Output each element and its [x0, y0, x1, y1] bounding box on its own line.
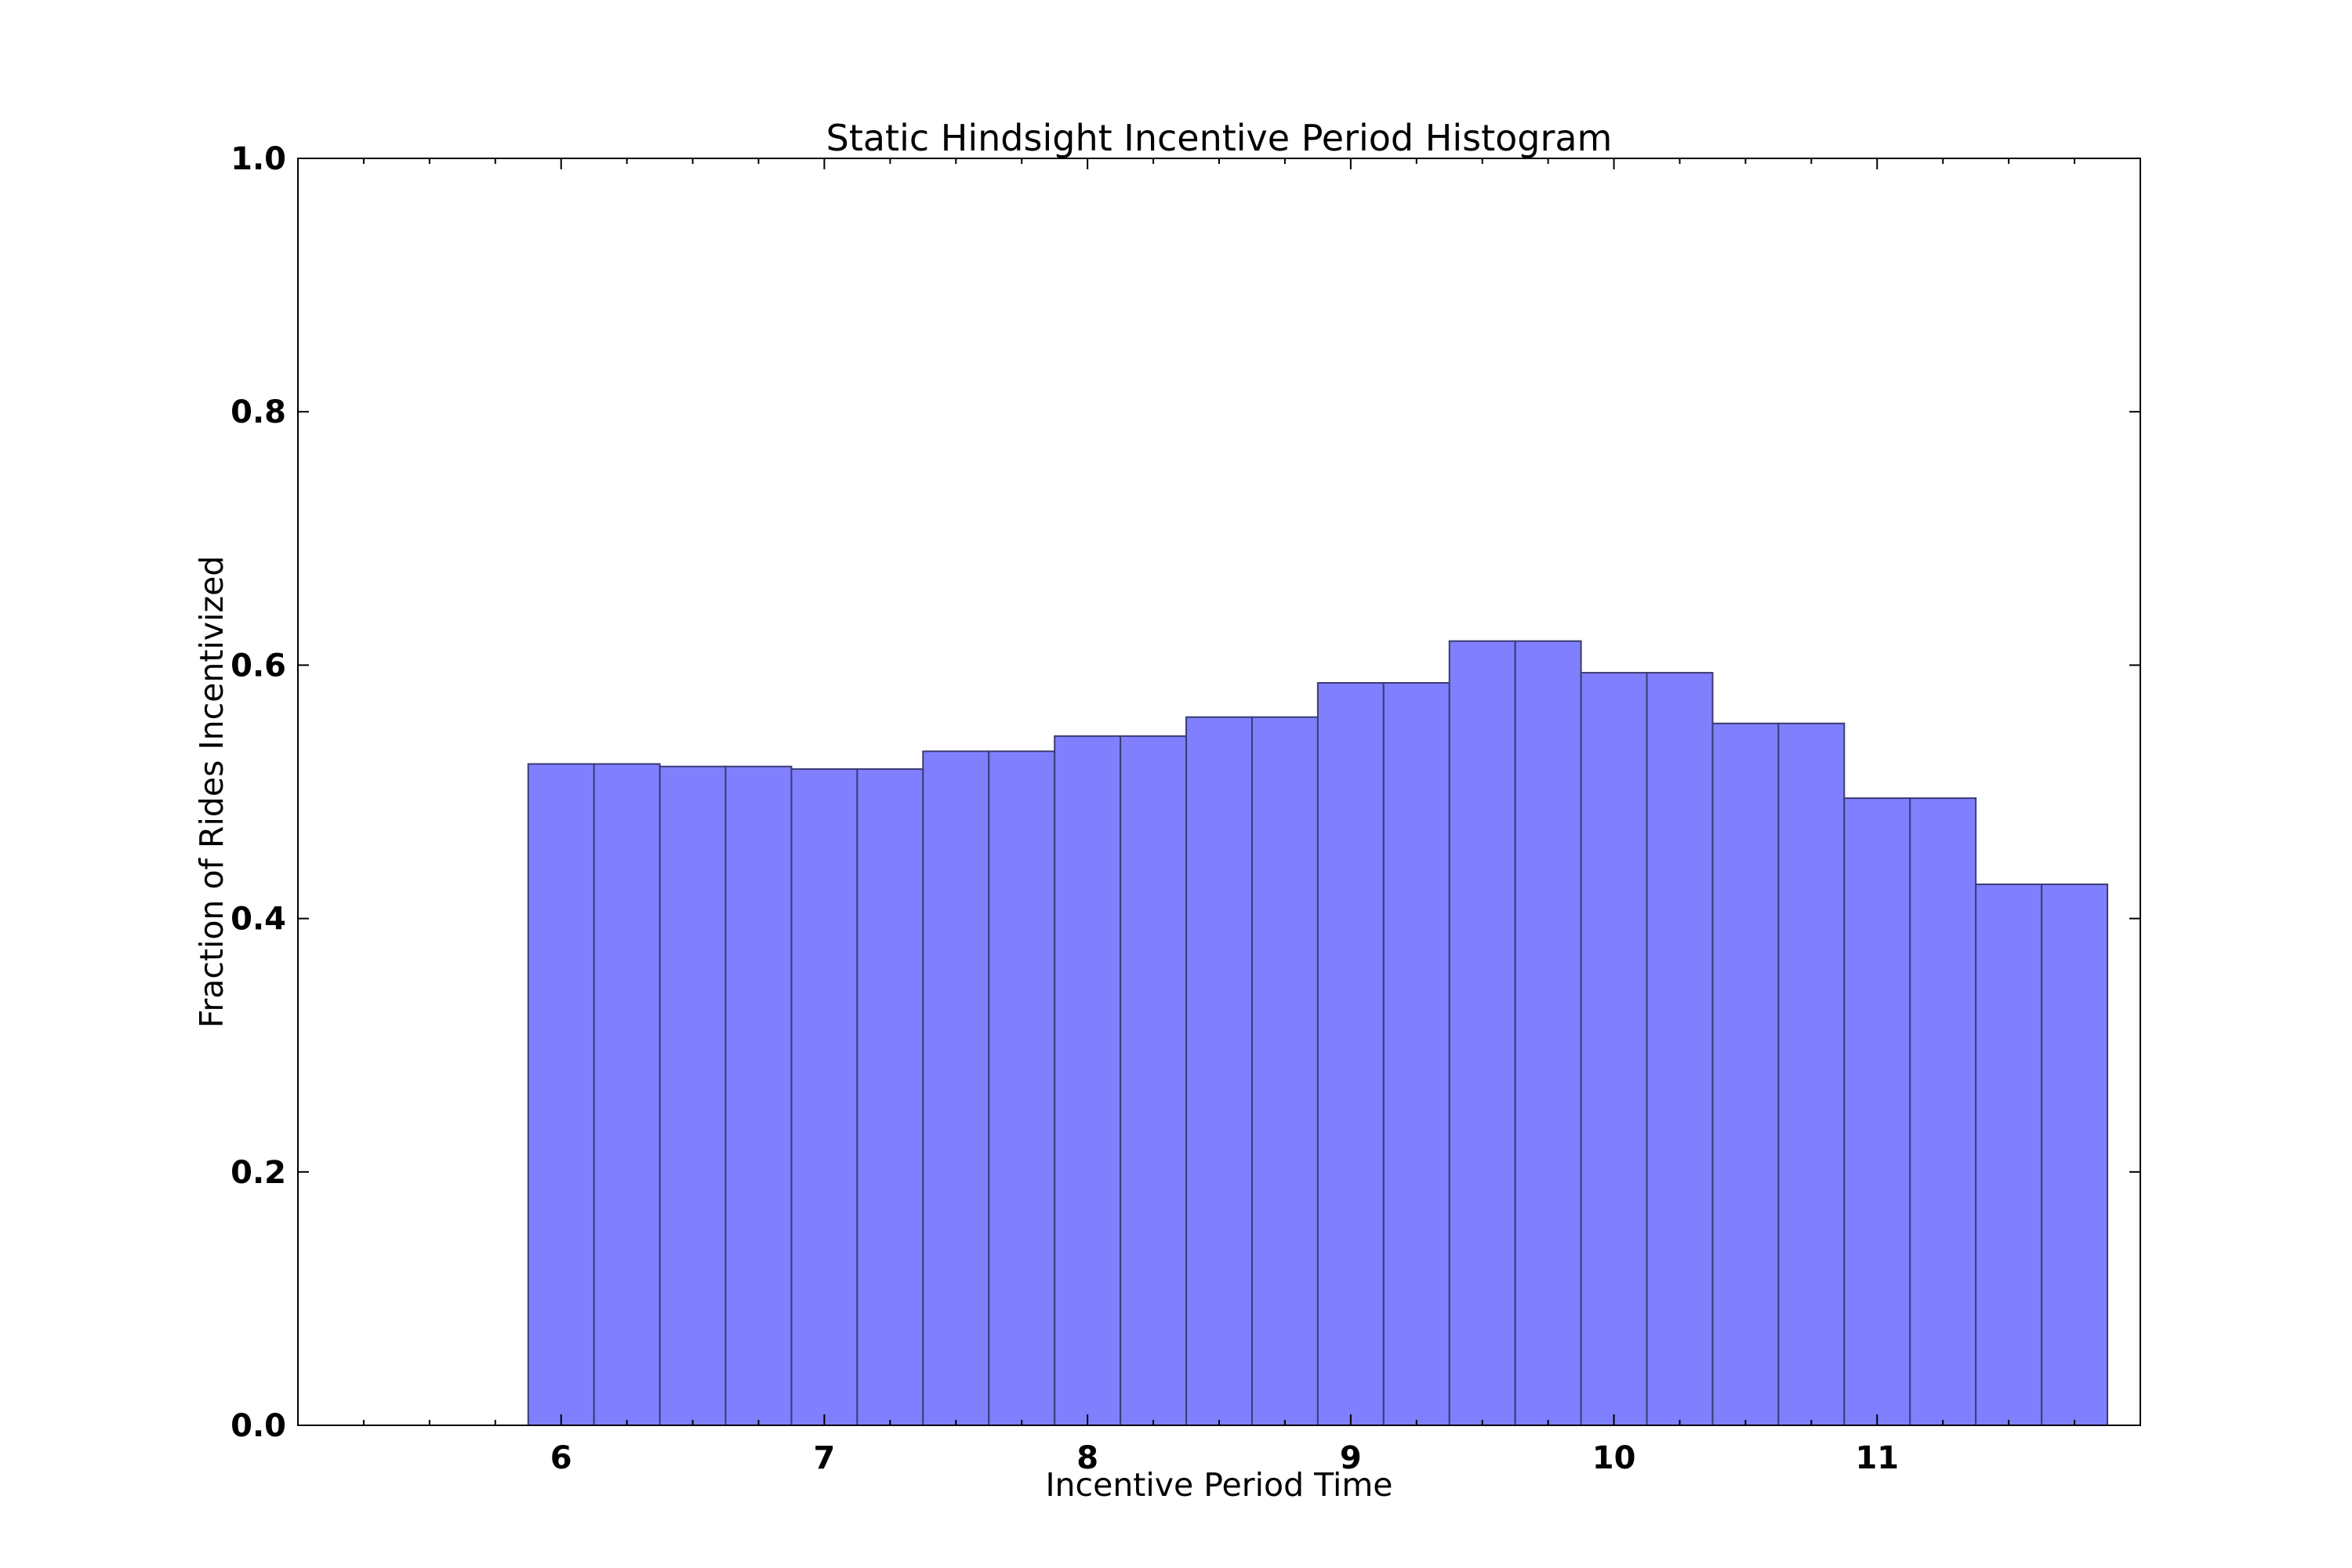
y-tick-label: 0.2 — [230, 1155, 286, 1191]
histogram-bar-22 — [1909, 797, 1977, 1426]
chart-title: Static Hindsight Incentive Period Histog… — [826, 117, 1613, 159]
x-tick-label: 8 — [1076, 1440, 1098, 1476]
histogram-bar-9 — [1054, 735, 1122, 1426]
histogram-bar-14 — [1382, 682, 1450, 1426]
bars-group — [527, 640, 2109, 1426]
y-tick-label: 0.4 — [230, 902, 286, 938]
histogram-bar-4 — [724, 765, 793, 1426]
y-tick-label: 0.8 — [230, 394, 286, 430]
histogram-bar-1 — [527, 763, 595, 1426]
y-axis-label: Fraction of Rides Incentivized — [193, 556, 230, 1029]
histogram-bar-16 — [1514, 640, 1582, 1426]
histogram-bar-12 — [1250, 716, 1319, 1426]
x-axis-label: Incentive Period Time — [1045, 1466, 1392, 1504]
histogram-bar-18 — [1646, 672, 1714, 1426]
x-tick-label: 9 — [1340, 1440, 1362, 1476]
histogram-bar-10 — [1120, 735, 1188, 1426]
x-tick-label: 7 — [814, 1440, 836, 1476]
histogram-bar-6 — [856, 768, 924, 1426]
histogram-bar-20 — [1777, 722, 1846, 1426]
histogram-bar-13 — [1316, 682, 1385, 1426]
x-tick-label: 10 — [1592, 1440, 1636, 1476]
y-tick-label: 0.0 — [230, 1408, 286, 1444]
histogram-bar-7 — [922, 750, 990, 1426]
x-tick-label: 6 — [550, 1440, 572, 1476]
histogram-bar-2 — [593, 763, 661, 1426]
histogram-bar-23 — [1975, 883, 2043, 1426]
histogram-bar-3 — [659, 765, 727, 1426]
histogram-bar-21 — [1843, 797, 1911, 1426]
histogram-bar-11 — [1185, 716, 1253, 1426]
y-tick-label: 1.0 — [230, 141, 286, 177]
histogram-bar-5 — [790, 768, 858, 1426]
y-tick-label: 0.6 — [230, 648, 286, 684]
histogram-bar-24 — [2041, 883, 2109, 1426]
ticks-group: 6 7 8 9 10 11 0.0 0.2 0.4 0.6 0.8 1.0 — [230, 141, 2140, 1476]
histogram-bar-17 — [1580, 672, 1648, 1426]
histogram-bar-19 — [1711, 722, 1780, 1426]
x-tick-label: 11 — [1855, 1440, 1899, 1476]
histogram-bar-15 — [1448, 640, 1516, 1426]
histogram-bar-8 — [988, 750, 1056, 1426]
